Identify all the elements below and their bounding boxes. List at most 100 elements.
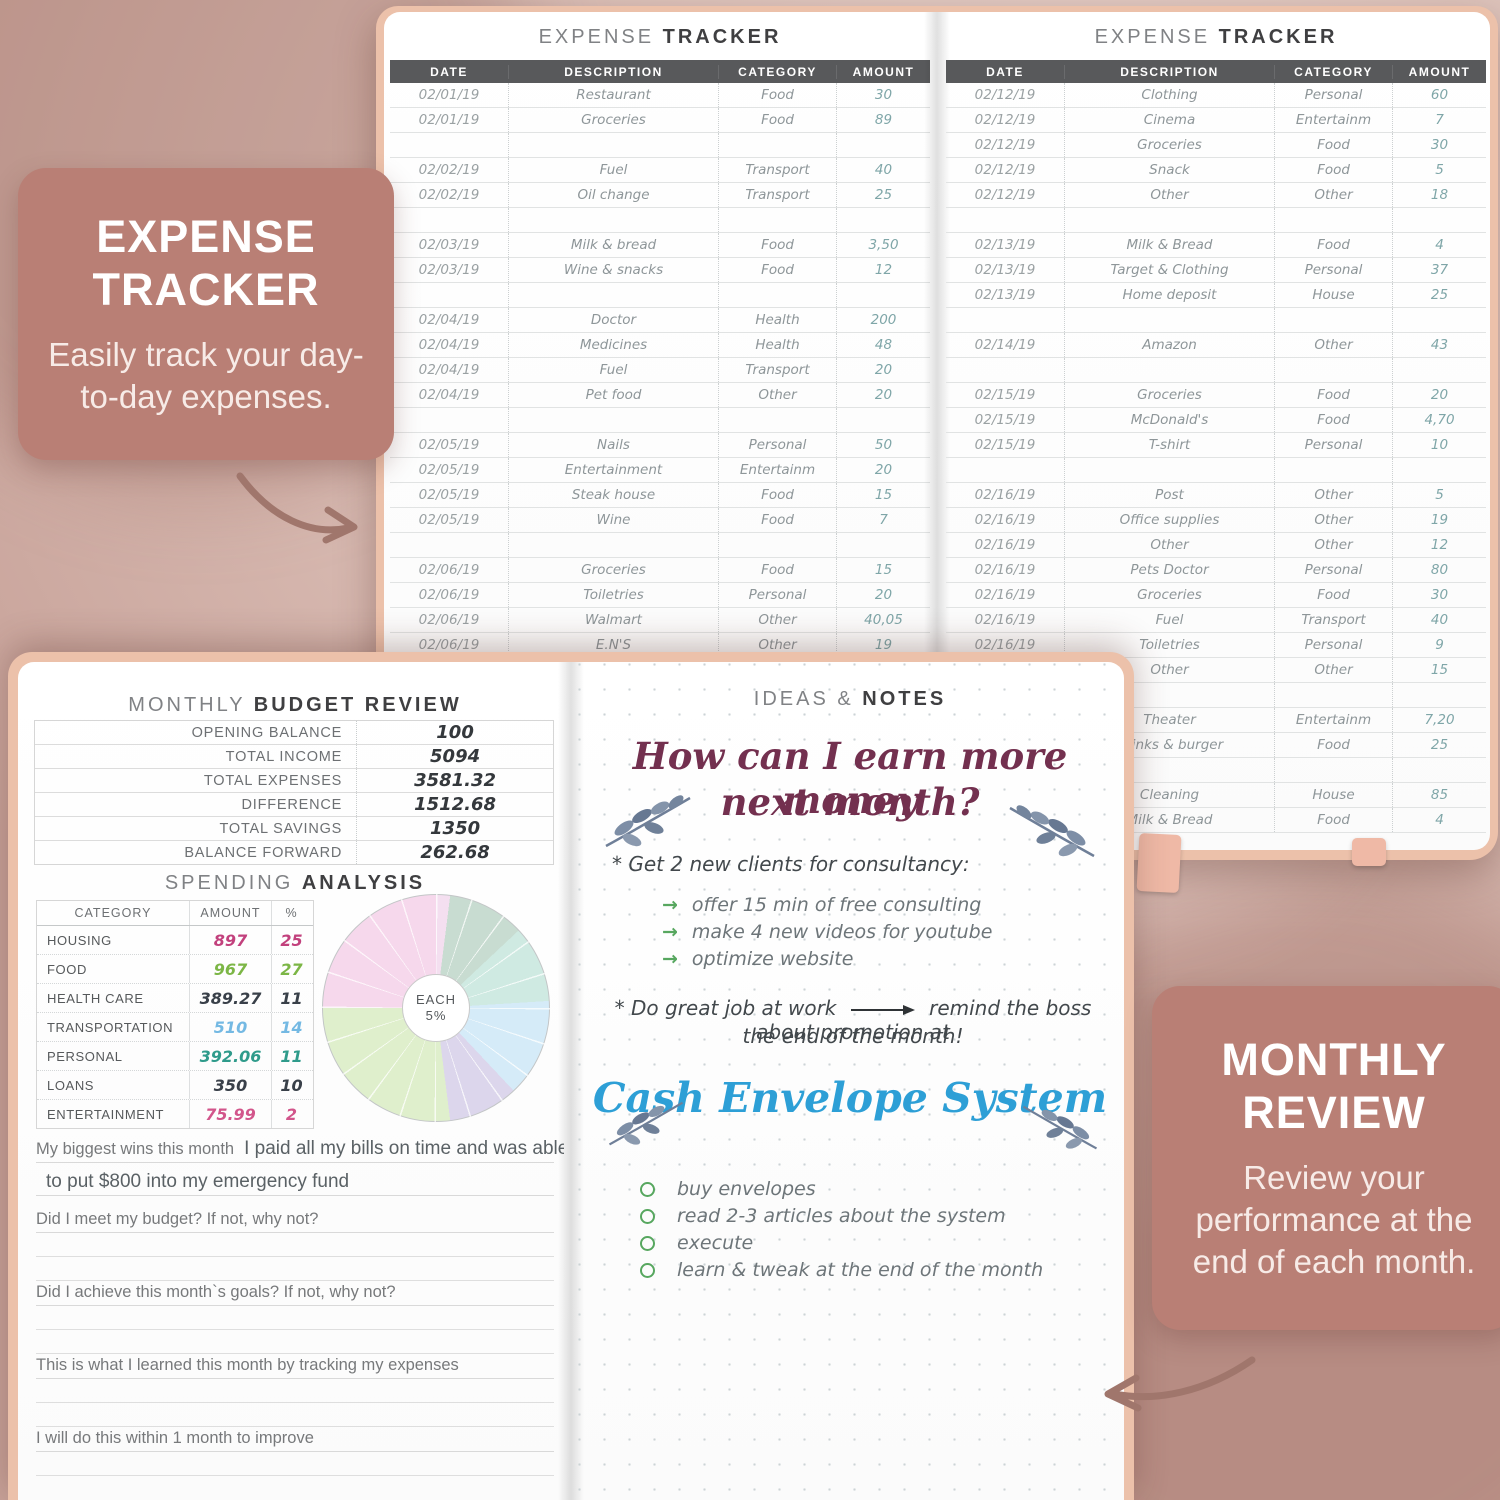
table-cell: Nails <box>508 433 718 457</box>
spending-row: ENTERTAINMENT 75.99 2 <box>37 1100 313 1128</box>
table-cell: 25 <box>1392 283 1486 307</box>
table-cell: Food <box>718 233 836 257</box>
table-cell: 02/16/19 <box>974 487 1036 503</box>
category-label: HOUSING <box>47 932 112 948</box>
table-cell: 02/05/19 <box>418 487 480 503</box>
ruled-line <box>36 1379 554 1403</box>
item-text: execute <box>677 1232 754 1254</box>
table-cell: 02/12/19 <box>974 137 1036 153</box>
table-cell <box>836 208 930 232</box>
table-cell: Pets Doctor <box>1064 558 1274 582</box>
table-cell <box>508 533 718 557</box>
table-cell: 10 <box>1392 433 1486 457</box>
notes-task-2-line2: the end of the month! <box>742 1024 964 1048</box>
table-row: 02/05/19 Nails Personal 50 <box>390 433 930 458</box>
budget-row: DIFFERENCE 1512.68 <box>35 793 553 817</box>
table-cell: Wine & snacks <box>508 258 718 282</box>
table-cell: Milk & bread <box>508 233 718 257</box>
table-cell: 25 <box>1392 733 1486 757</box>
title-light: EXPENSE <box>538 26 655 48</box>
table-cell <box>508 283 718 307</box>
notebook-pages: MONTHLY BUDGET REVIEW OPENING BALANCE 100… <box>18 662 1124 1500</box>
table-cell: Other <box>1274 533 1392 557</box>
table-cell <box>1274 208 1392 232</box>
leaf-sprig-icon <box>1009 805 1095 858</box>
table-cell: 9 <box>1392 633 1486 657</box>
pie-center-line1: EACH <box>415 991 457 1007</box>
table-cell: 02/03/19 <box>418 262 480 278</box>
table-row: 02/04/19 Medicines Health 48 <box>390 333 930 358</box>
table-cell: 02/16/19 <box>974 637 1036 653</box>
curved-arrow-left-icon <box>1104 1356 1256 1412</box>
table-row <box>946 208 1486 233</box>
category-label: LOANS <box>47 1077 95 1093</box>
pen-loop <box>1352 838 1386 866</box>
table-row: 02/16/19 Toiletries Personal 9 <box>946 633 1486 658</box>
table-cell: Health <box>718 333 836 357</box>
table-row: 02/05/19 Wine Food 7 <box>390 508 930 533</box>
table-cell: 37 <box>1392 258 1486 282</box>
column-header: % <box>271 901 311 925</box>
callout-title: MONTHLY REVIEW <box>1221 1033 1447 1138</box>
table-cell: Other <box>1274 658 1392 682</box>
item-text: read 2-3 articles about the system <box>677 1205 1006 1227</box>
ruled-line <box>36 1403 554 1427</box>
page-title: EXPENSE TRACKER <box>390 26 930 49</box>
table-cell: 20 <box>836 583 930 607</box>
spacer <box>36 1196 554 1208</box>
table-cell: Health <box>718 308 836 332</box>
task2-right: remind the boss about promotion at <box>756 996 1092 1044</box>
title-bold: TRACKER <box>1218 26 1338 48</box>
table-cell: 02/06/19 <box>418 562 480 578</box>
column-header: CATEGORY <box>1274 64 1392 79</box>
expense-page-left: EXPENSE TRACKER DATE DESCRIPTION CATEGORY A… <box>390 26 930 850</box>
table-cell: 200 <box>836 308 930 332</box>
item-text: offer 15 min of free consulting <box>691 894 982 916</box>
table-cell: 02/03/19 <box>418 237 480 253</box>
table-row: 02/02/19 Oil change Transport 25 <box>390 183 930 208</box>
table-cell <box>718 408 836 432</box>
table-cell <box>946 208 1064 232</box>
table-cell: Other <box>1064 183 1274 207</box>
spending-analysis-table: CATEGORY AMOUNT% HOUSING 897 25 FOOD 967 27 HEA… <box>36 900 314 1129</box>
table-cell: 7 <box>836 508 930 532</box>
question-row: Did I achieve this month`s goals? If not… <box>36 1281 554 1306</box>
table-cell <box>1392 308 1486 332</box>
pie-center-line2: 5% <box>425 1008 447 1023</box>
table-cell <box>836 408 930 432</box>
column-header: CATEGORY <box>74 906 152 920</box>
spending-row: LOANS 350 10 <box>37 1071 313 1100</box>
leaf-sprig-icon <box>608 1101 684 1146</box>
table-cell <box>508 408 718 432</box>
table-row: 02/16/19 Groceries Food 30 <box>946 583 1486 608</box>
table-cell <box>1392 458 1486 482</box>
table-cell: 85 <box>1392 783 1486 807</box>
table-cell: Transport <box>1274 608 1392 632</box>
expense-table: 02/12/19 Clothing Personal 60 02/12/19 Cinema… <box>946 83 1486 833</box>
table-cell <box>508 208 718 232</box>
circle-bullet-icon <box>640 1181 655 1197</box>
table-cell <box>390 533 508 557</box>
percent-value: 14 <box>271 1013 311 1041</box>
budget-label: BALANCE FORWARD <box>184 844 343 861</box>
budget-label: TOTAL INCOME <box>225 748 343 765</box>
table-cell: 60 <box>1392 83 1486 107</box>
table-cell: Personal <box>1274 633 1392 657</box>
table-cell: Food <box>1274 383 1392 407</box>
callout-body: Review your performance at the end of ea… <box>1192 1158 1476 1281</box>
table-row: 02/12/19 Other Other 18 <box>946 183 1486 208</box>
table-cell: 02/01/19 <box>418 112 480 128</box>
leaf-sprig-icon <box>1022 1105 1098 1150</box>
table-row: 02/05/19 Entertainment Entertainm 20 <box>390 458 930 483</box>
table-cell: Pet food <box>508 383 718 407</box>
category-label: PERSONAL <box>47 1048 123 1064</box>
spending-pie-chart: EACH 5% <box>322 894 550 1122</box>
table-cell: Oil change <box>508 183 718 207</box>
percent-value: 11 <box>271 984 311 1012</box>
title-light: IDEAS & <box>753 688 854 710</box>
budget-value: 262.68 <box>356 841 553 864</box>
table-cell: Food <box>1274 808 1392 832</box>
table-cell: Other <box>718 633 836 657</box>
budget-review-table: OPENING BALANCE 100 TOTAL INCOME 5094 TOTAL … <box>34 720 554 865</box>
table-cell <box>390 133 508 157</box>
